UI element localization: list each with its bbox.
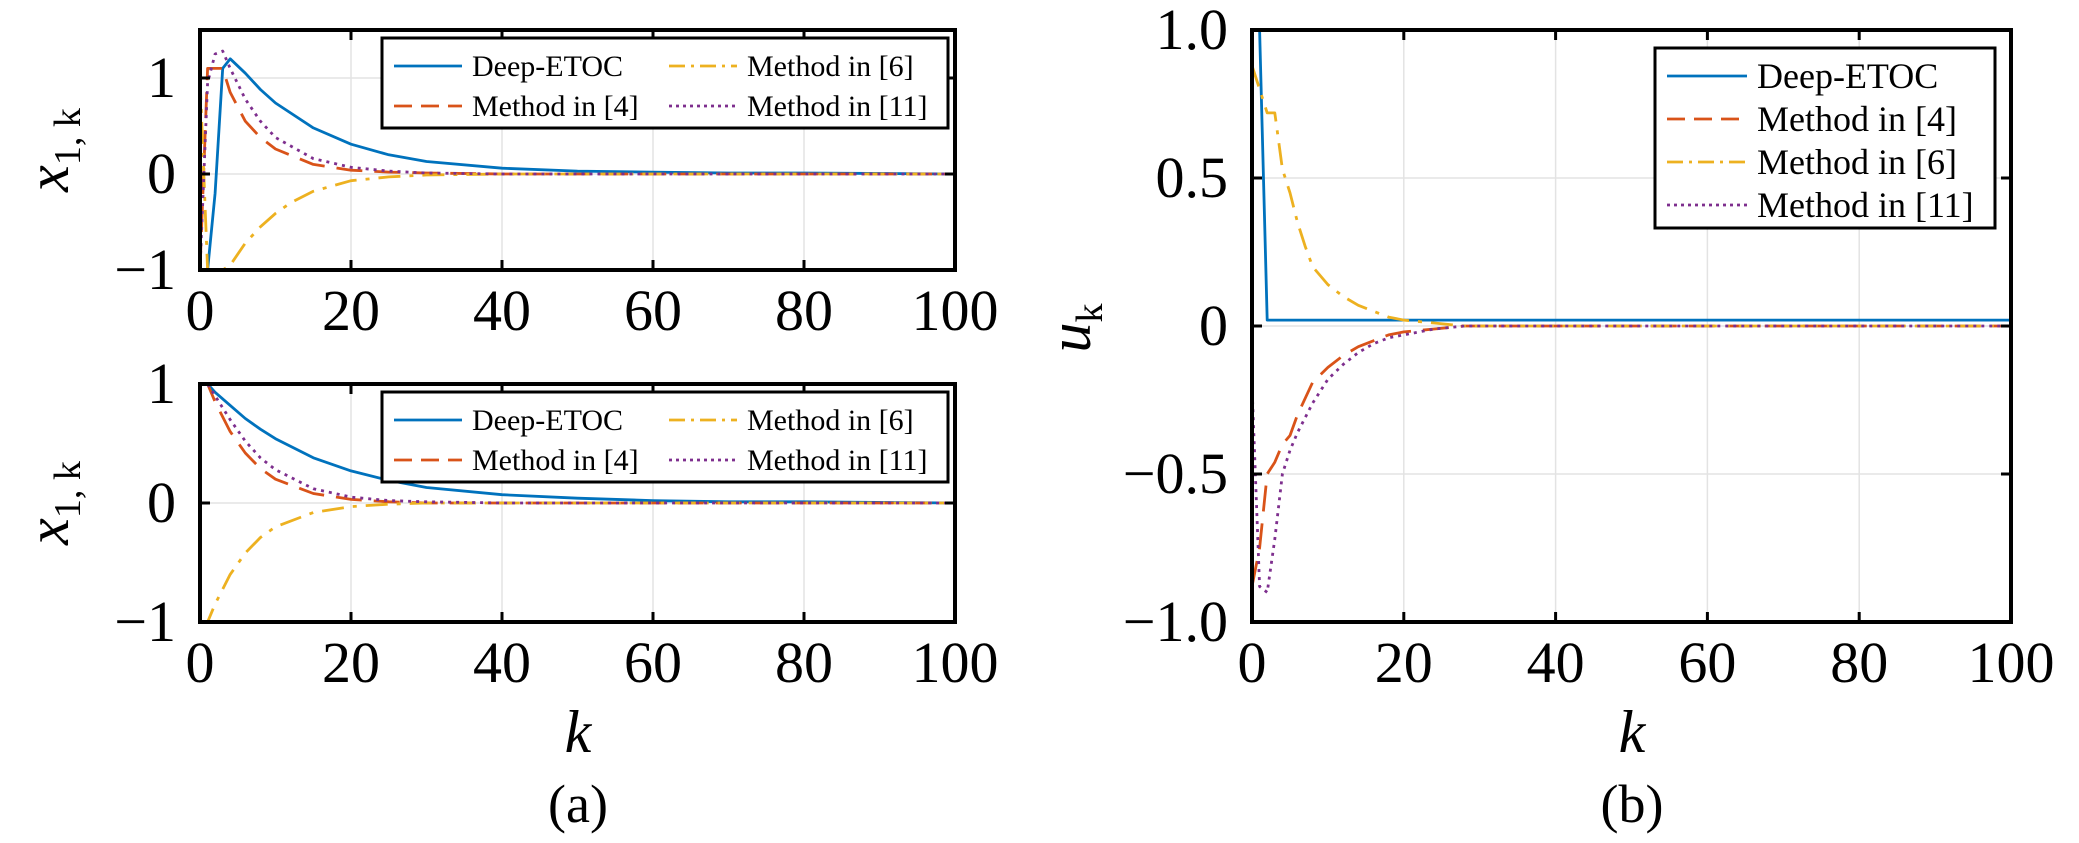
- series-line: [200, 67, 955, 270]
- y-tick-label: −0.5: [1123, 441, 1228, 506]
- x-tick-label: 40: [473, 630, 531, 695]
- y-tick-label: 0.5: [1156, 145, 1229, 210]
- x-tick-label: 40: [473, 278, 531, 343]
- y-axis-label-sub: 1, k: [47, 108, 89, 165]
- legend-box: [380, 36, 950, 130]
- y-tick-label: 1.0: [1156, 0, 1229, 62]
- y-tick-label: 1: [147, 45, 176, 110]
- series-line: [200, 384, 955, 505]
- legend: Deep-ETOC Method in [4] Method in [6] Metho…: [380, 390, 950, 484]
- series-line: [1252, 324, 2011, 587]
- y-axis-label-var: x: [15, 165, 81, 193]
- y-tick-label: 0: [1199, 293, 1228, 358]
- x-axis-label: k: [565, 699, 593, 765]
- legend-label: Method in [6]: [747, 50, 914, 83]
- caption-a: (a): [548, 774, 608, 834]
- legend-box: [1653, 46, 1997, 230]
- y-axis-label: uk: [1037, 304, 1111, 353]
- legend-label: Deep-ETOC: [1757, 56, 1938, 96]
- x-tick-label: 80: [775, 630, 833, 695]
- x-tick-label: 100: [912, 630, 999, 695]
- series-line: [200, 501, 955, 622]
- y-tick-label: −1.0: [1123, 589, 1228, 654]
- x-tick-label: 20: [322, 630, 380, 695]
- x-tick-label: 40: [1527, 630, 1585, 695]
- caption-b: (b): [1601, 774, 1664, 834]
- x-tick-label: 0: [186, 630, 215, 695]
- legend-label: Method in [11]: [1757, 185, 1974, 225]
- x-tick-label: 60: [624, 278, 682, 343]
- legend-label: Method in [4]: [1757, 99, 1957, 139]
- y-axis-label-sub: k: [1069, 304, 1111, 323]
- x-tick-label: 0: [1238, 630, 1267, 695]
- legend-label: Method in [4]: [472, 444, 639, 477]
- legend-box: [380, 390, 950, 484]
- y-axis-label-var: x: [15, 518, 81, 546]
- legend-label: Method in [6]: [1757, 142, 1957, 182]
- x-axis-label: k: [1619, 699, 1647, 765]
- series-line: [200, 384, 955, 505]
- y-axis-label-sub: 1, k: [47, 461, 89, 518]
- x-tick-label: 100: [1968, 630, 2055, 695]
- x-tick-label: 80: [775, 278, 833, 343]
- y-tick-label: 0: [147, 470, 176, 535]
- y-axis-label: x1, k: [15, 461, 89, 546]
- x-tick-label: 0: [186, 278, 215, 343]
- y-tick-label: −1: [114, 237, 176, 302]
- plot-frame: [198, 28, 957, 272]
- x-tick-label: 80: [1830, 630, 1888, 695]
- x-tick-label: 20: [1375, 630, 1433, 695]
- x-tick-label: 20: [322, 278, 380, 343]
- x-tick-label: 60: [1678, 630, 1736, 695]
- series-line: [200, 57, 955, 270]
- legend-label: Method in [11]: [747, 90, 928, 123]
- y-axis-label: x1, k: [15, 108, 89, 193]
- x-tick-label: 100: [912, 278, 999, 343]
- legend-label: Method in [11]: [747, 444, 928, 477]
- legend-label: Method in [6]: [747, 404, 914, 437]
- y-tick-label: 1: [147, 351, 176, 416]
- legend-label: Deep-ETOC: [472, 404, 623, 437]
- series-line: [1252, 30, 2011, 322]
- legend: Deep-ETOC Method in [4] Method in [6] Metho…: [380, 36, 950, 130]
- series-line: [1252, 324, 2011, 594]
- series-line: [1252, 65, 2011, 328]
- y-axis-label-var: u: [1037, 323, 1103, 353]
- y-tick-label: 0: [147, 141, 176, 206]
- y-tick-label: −1: [114, 589, 176, 654]
- legend-label: Deep-ETOC: [472, 50, 623, 83]
- chart-b: 0 20 40 60 80 100−1.0−0.500.51.0ukkDeep-ETOCM…: [1037, 0, 2055, 765]
- legend-label: Method in [4]: [472, 90, 639, 123]
- x-tick-label: 60: [624, 630, 682, 695]
